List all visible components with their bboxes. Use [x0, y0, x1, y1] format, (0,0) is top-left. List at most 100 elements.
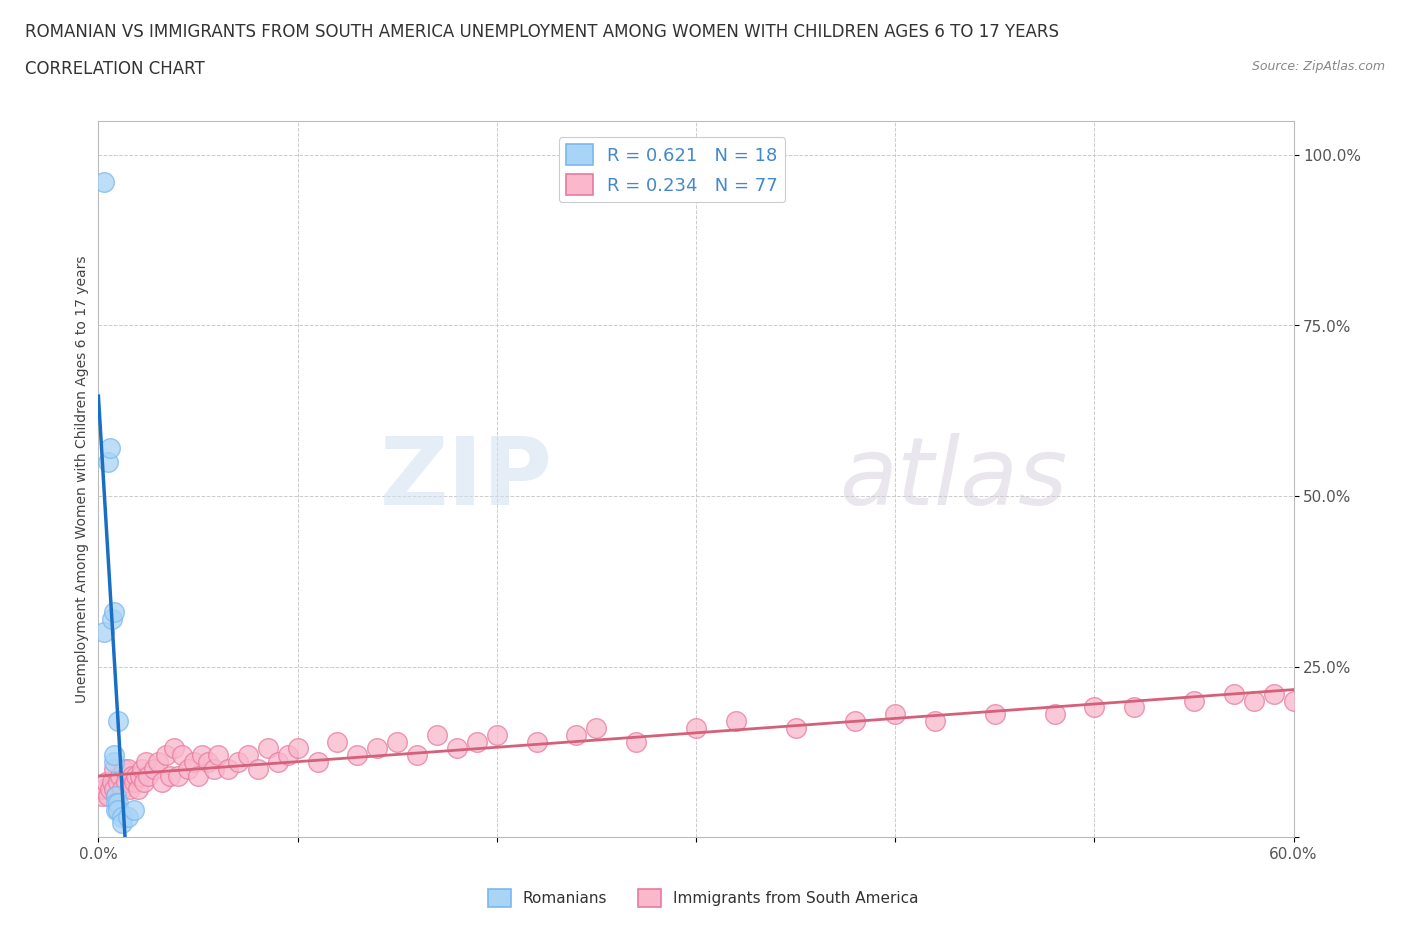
Point — [167, 768, 190, 783]
Point — [426, 727, 449, 742]
Point — [135, 754, 157, 769]
Point — [526, 734, 548, 749]
Point — [97, 789, 120, 804]
Point — [187, 768, 209, 783]
Point — [207, 748, 229, 763]
Point — [91, 789, 114, 804]
Point — [246, 762, 269, 777]
Point — [1263, 686, 1285, 701]
Point — [307, 754, 329, 769]
Point — [1043, 707, 1066, 722]
Legend: R = 0.621   N = 18, R = 0.234   N = 77: R = 0.621 N = 18, R = 0.234 N = 77 — [558, 137, 786, 202]
Point — [120, 782, 142, 797]
Point — [134, 775, 156, 790]
Point — [101, 775, 124, 790]
Text: Source: ZipAtlas.com: Source: ZipAtlas.com — [1251, 60, 1385, 73]
Point — [121, 768, 143, 783]
Point — [150, 775, 173, 790]
Point — [217, 762, 239, 777]
Point — [465, 734, 488, 749]
Point — [97, 455, 120, 470]
Point — [385, 734, 409, 749]
Point — [124, 803, 146, 817]
Point — [626, 734, 648, 749]
Point — [98, 441, 122, 456]
Point — [103, 754, 125, 769]
Point — [107, 713, 129, 728]
Point — [111, 816, 134, 830]
Point — [1182, 693, 1205, 708]
Point — [785, 721, 807, 736]
Point — [107, 775, 129, 790]
Point — [105, 789, 128, 804]
Point — [105, 803, 128, 817]
Point — [163, 741, 186, 756]
Text: ZIP: ZIP — [380, 433, 553, 525]
Point — [117, 762, 139, 777]
Point — [1223, 686, 1246, 701]
Point — [117, 809, 139, 824]
Point — [177, 762, 200, 777]
Point — [105, 795, 128, 810]
Point — [984, 707, 1007, 722]
Point — [724, 713, 747, 728]
Point — [143, 762, 166, 777]
Point — [226, 754, 249, 769]
Point — [136, 768, 159, 783]
Point — [1083, 700, 1105, 715]
Point — [103, 762, 125, 777]
Point — [172, 748, 194, 763]
Point — [202, 762, 225, 777]
Point — [110, 768, 132, 783]
Point — [155, 748, 177, 763]
Point — [98, 782, 122, 797]
Point — [191, 748, 214, 763]
Point — [107, 803, 129, 817]
Point — [115, 775, 138, 790]
Point — [111, 809, 134, 824]
Point — [105, 789, 128, 804]
Legend: Romanians, Immigrants from South America: Romanians, Immigrants from South America — [481, 884, 925, 913]
Point — [1123, 700, 1146, 715]
Point — [131, 762, 153, 777]
Point — [326, 734, 349, 749]
Point — [485, 727, 508, 742]
Point — [93, 625, 115, 640]
Point — [112, 762, 135, 777]
Point — [93, 782, 115, 797]
Point — [1282, 693, 1305, 708]
Point — [277, 748, 299, 763]
Point — [366, 741, 388, 756]
Point — [565, 727, 588, 742]
Text: ROMANIAN VS IMMIGRANTS FROM SOUTH AMERICA UNEMPLOYMENT AMONG WOMEN WITH CHILDREN: ROMANIAN VS IMMIGRANTS FROM SOUTH AMERIC… — [25, 23, 1059, 41]
Point — [236, 748, 259, 763]
Point — [197, 754, 219, 769]
Point — [256, 741, 278, 756]
Point — [346, 748, 368, 763]
Point — [406, 748, 429, 763]
Point — [924, 713, 946, 728]
Point — [127, 782, 149, 797]
Point — [107, 795, 129, 810]
Point — [129, 768, 152, 783]
Point — [125, 768, 148, 783]
Point — [287, 741, 309, 756]
Point — [96, 775, 118, 790]
Point — [267, 754, 290, 769]
Point — [183, 754, 205, 769]
Text: CORRELATION CHART: CORRELATION CHART — [25, 60, 205, 78]
Text: atlas: atlas — [839, 433, 1067, 525]
Y-axis label: Unemployment Among Women with Children Ages 6 to 17 years: Unemployment Among Women with Children A… — [75, 255, 89, 703]
Point — [124, 775, 146, 790]
Point — [101, 611, 124, 626]
Point — [111, 782, 134, 797]
Point — [148, 754, 170, 769]
Point — [1243, 693, 1265, 708]
Point — [103, 782, 125, 797]
Point — [585, 721, 607, 736]
Point — [685, 721, 707, 736]
Point — [103, 604, 125, 619]
Point — [159, 768, 181, 783]
Point — [446, 741, 468, 756]
Point — [844, 713, 866, 728]
